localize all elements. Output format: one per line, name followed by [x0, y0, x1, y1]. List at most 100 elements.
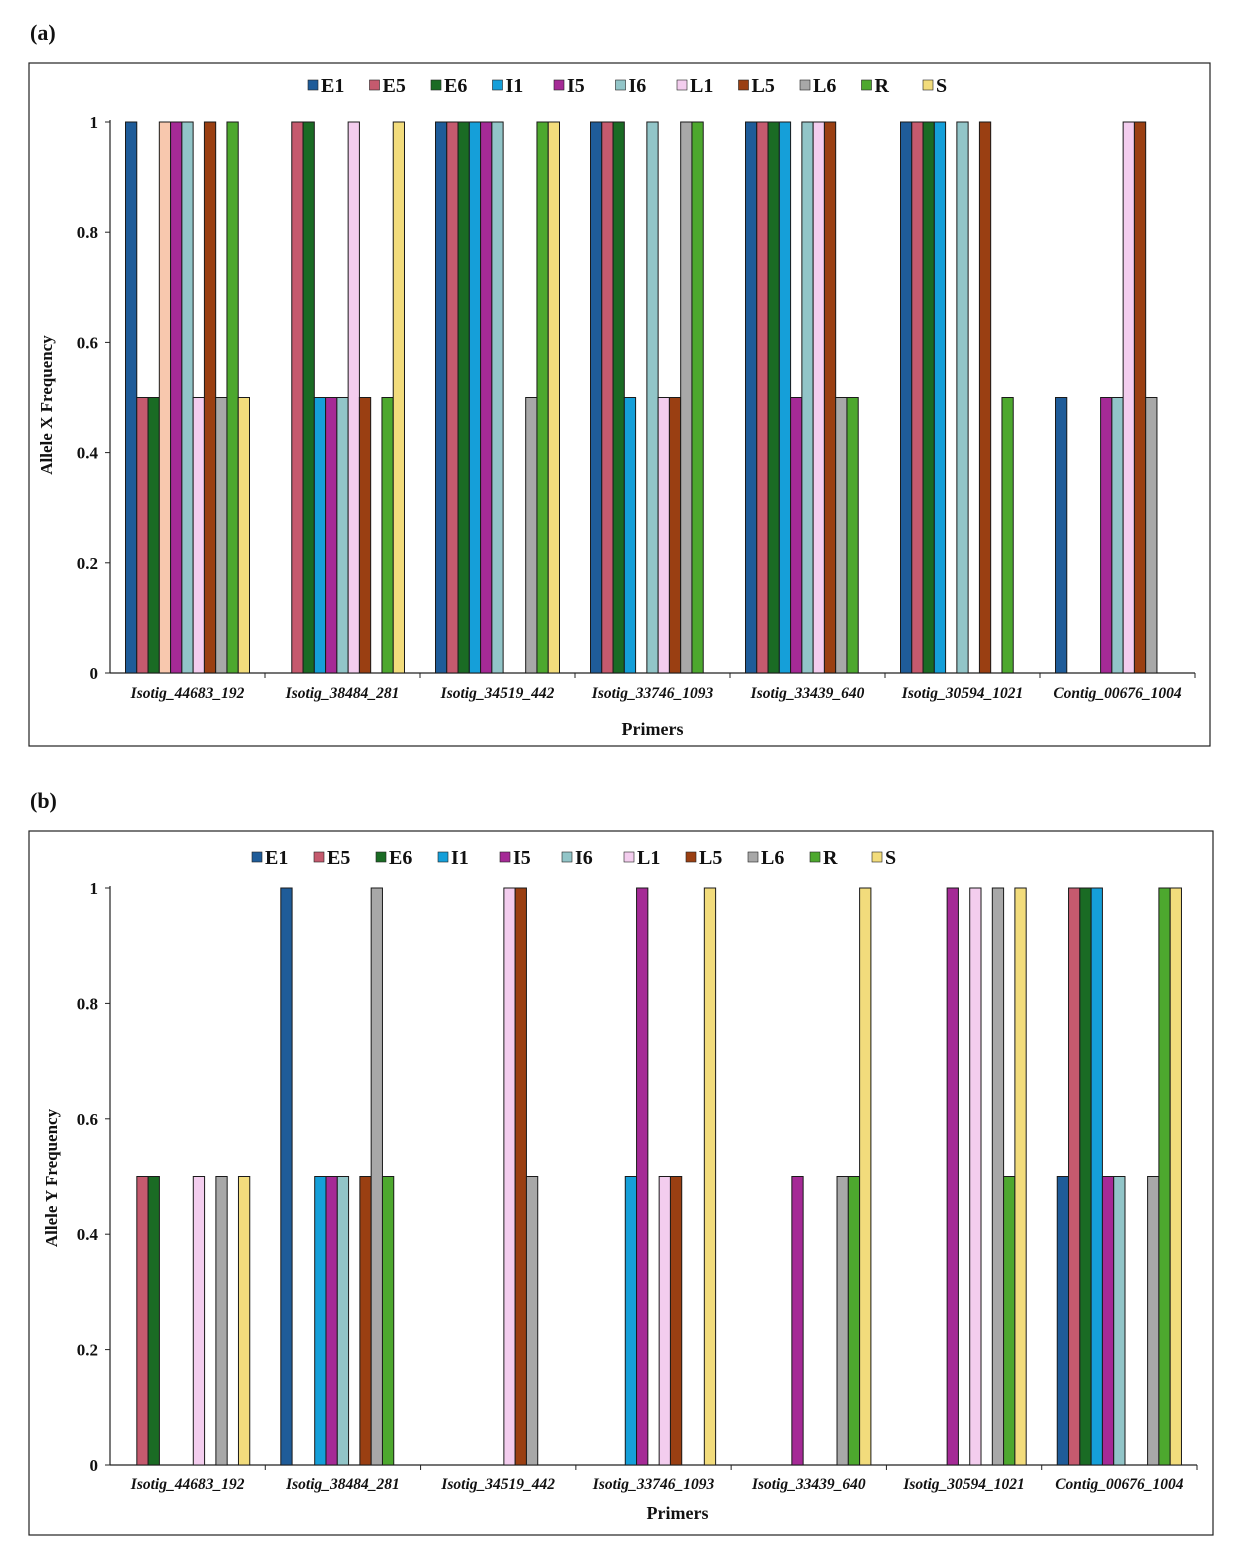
bar-I1-Isotig_38484_281 [313, 397, 327, 674]
bar-I6-Contig_00676_1004 [1113, 1176, 1126, 1466]
bar-R-Isotig_33746_1093 [691, 121, 704, 674]
bar-I1-Isotig_30594_1021 [933, 121, 947, 674]
x-tick-label: Isotig_38484_281 [285, 685, 400, 702]
bar-L1-Isotig_44683_192 [192, 1176, 206, 1466]
y-axis-title: Allele X Frequency [37, 335, 56, 475]
bar-L6-Isotig_33439_640 [835, 397, 848, 674]
legend-swatch-I5 [553, 79, 565, 91]
bar-L1-Isotig_33746_1093 [658, 1176, 671, 1466]
bar-I6-Contig_00676_1004 [1111, 397, 1124, 674]
legend-label-L6: L6 [761, 847, 784, 869]
y-tick-label: 0.6 [77, 1110, 98, 1129]
legend-swatch-L6 [747, 851, 759, 863]
legend-swatch-L1 [676, 79, 688, 91]
x-tick-label: Isotig_44683_192 [130, 1476, 245, 1493]
bar-L5-Isotig_34519_442 [514, 887, 527, 1466]
chart-frame [28, 62, 1211, 747]
legend-label-I1: I1 [506, 75, 524, 97]
legend-label-E6: E6 [444, 75, 467, 97]
bar-L6-Isotig_33439_640 [836, 1176, 849, 1466]
bar-L5-Isotig_33439_640 [823, 121, 837, 674]
bar-I5-Isotig_38484_281 [325, 397, 338, 674]
bar-I6-Isotig_30594_1021 [956, 121, 969, 674]
legend: E1 E5 E6 I1 I5 I6 L1 L5 L6 R S [251, 847, 896, 869]
bar-E5-Isotig_44683_192 [136, 397, 149, 674]
bar-E1-Isotig_44683_192 [125, 121, 138, 674]
x-tick-label: Isotig_34519_442 [440, 1476, 555, 1493]
legend-swatch-I6 [615, 79, 626, 91]
y-tick-label: 0 [90, 664, 99, 683]
bar-E6-Isotig_33439_640 [767, 121, 780, 674]
bar-R-Isotig_44683_192 [226, 121, 239, 674]
bar-I5-Isotig_44683_192 [170, 121, 183, 674]
chart-panel-b: (b) E1 E5 E6 I1 I5 I6 L1 L5 L6 R S 0 0.2 0.4 0.6 0.8 1 All… [28, 788, 1214, 1536]
legend-label-L1: L1 [690, 75, 713, 97]
bar-L1-Isotig_33439_640 [812, 121, 825, 674]
legend-swatch-R [861, 79, 872, 91]
bar-S-Isotig_33746_1093 [703, 887, 717, 1466]
y-tick-label: 1 [90, 113, 99, 132]
bar-L5-Isotig_44683_192 [203, 121, 217, 674]
bar-I1-Isotig_34519_442 [468, 121, 482, 674]
x-tick-label: Contig_00676_1004 [1055, 1476, 1184, 1493]
bar-S-Isotig_44683_192 [237, 1176, 251, 1466]
bar-E5-Isotig_38484_281 [291, 121, 304, 674]
bar-E6-Isotig_30594_1021 [922, 121, 935, 674]
bar-S-Isotig_33439_640 [859, 887, 872, 1466]
x-tick-label: Isotig_34519_442 [440, 685, 555, 702]
legend-swatch-I1 [492, 79, 503, 91]
x-tick-label: Isotig_33746_1093 [591, 685, 714, 702]
bar-I1-Isotig_33746_1093 [623, 397, 637, 674]
bar-E1-Contig_00676_1004 [1055, 397, 1068, 674]
bar-R-Isotig_30594_1021 [1003, 1176, 1016, 1466]
bar-E1-Isotig_30594_1021 [900, 121, 913, 674]
legend-label-I6: I6 [629, 75, 647, 97]
x-tick-label: Isotig_33439_640 [751, 1476, 866, 1493]
legend-label-E1: E1 [321, 75, 344, 97]
legend-label-R: R [875, 75, 890, 97]
bar-L1-Isotig_38484_281 [347, 121, 360, 674]
legend-swatch-S [871, 851, 883, 863]
bar-L5-Isotig_38484_281 [358, 397, 372, 674]
bar-E5-Isotig_34519_442 [446, 121, 459, 674]
bar-L6-Isotig_30594_1021 [991, 887, 1005, 1466]
bar-S-Isotig_38484_281 [392, 121, 405, 674]
bar-I6-Isotig_34519_442 [491, 121, 504, 674]
legend-swatch-L5 [738, 79, 749, 91]
chart-panel-a: (a) E1 E5 E6 I1 I5 I6 L1 L5 L6 R S 0 0.2 0.4 0.6 0.8 1 All… [28, 20, 1211, 747]
legend-swatch-E5 [369, 79, 380, 91]
legend-swatch-L1 [623, 851, 635, 863]
bar-S-Isotig_44683_192 [237, 397, 251, 674]
bar-S-Isotig_34519_442 [547, 121, 561, 674]
bar-L6-Isotig_34519_442 [525, 397, 538, 674]
bar-E6-Isotig_34519_442 [457, 121, 470, 674]
bar-E1-Isotig_38484_281 [280, 887, 293, 1466]
bar-L5-Contig_00676_1004 [1133, 121, 1147, 674]
bar-E6-Isotig_44683_192 [147, 397, 160, 674]
legend-swatch-E6 [430, 79, 442, 91]
bar-R-Isotig_33439_640 [846, 397, 859, 674]
legend-swatch-R [809, 851, 821, 863]
bar-I1-Isotig_33439_640 [778, 121, 792, 674]
bar-I5-Contig_00676_1004 [1100, 397, 1113, 674]
legend-label-S: S [885, 847, 896, 869]
bar-E5-Contig_00676_1004 [1068, 887, 1081, 1466]
legend-swatch-E1 [251, 851, 263, 863]
legend-label-I5: I5 [513, 847, 531, 869]
bar-L6-Isotig_34519_442 [525, 1176, 539, 1466]
y-tick-label: 0.4 [77, 1225, 99, 1244]
bar-L5-Isotig_33746_1093 [668, 397, 682, 674]
legend-label-E1: E1 [265, 847, 288, 869]
legend-label-E5: E5 [327, 847, 350, 869]
bar-E1-Isotig_33746_1093 [590, 121, 603, 674]
legend-label-I1: I1 [451, 847, 469, 869]
bar-R-Isotig_34519_442 [536, 121, 549, 674]
bar-E5-Isotig_44683_192 [136, 1176, 149, 1466]
legend-label-L5: L5 [699, 847, 722, 869]
legend-label-E6: E6 [389, 847, 412, 869]
legend-swatch-E5 [313, 851, 325, 863]
x-tick-label: Isotig_33439_640 [750, 685, 865, 702]
bar-I1-Contig_00676_1004 [1090, 887, 1103, 1466]
bar-L1-Contig_00676_1004 [1122, 121, 1135, 674]
